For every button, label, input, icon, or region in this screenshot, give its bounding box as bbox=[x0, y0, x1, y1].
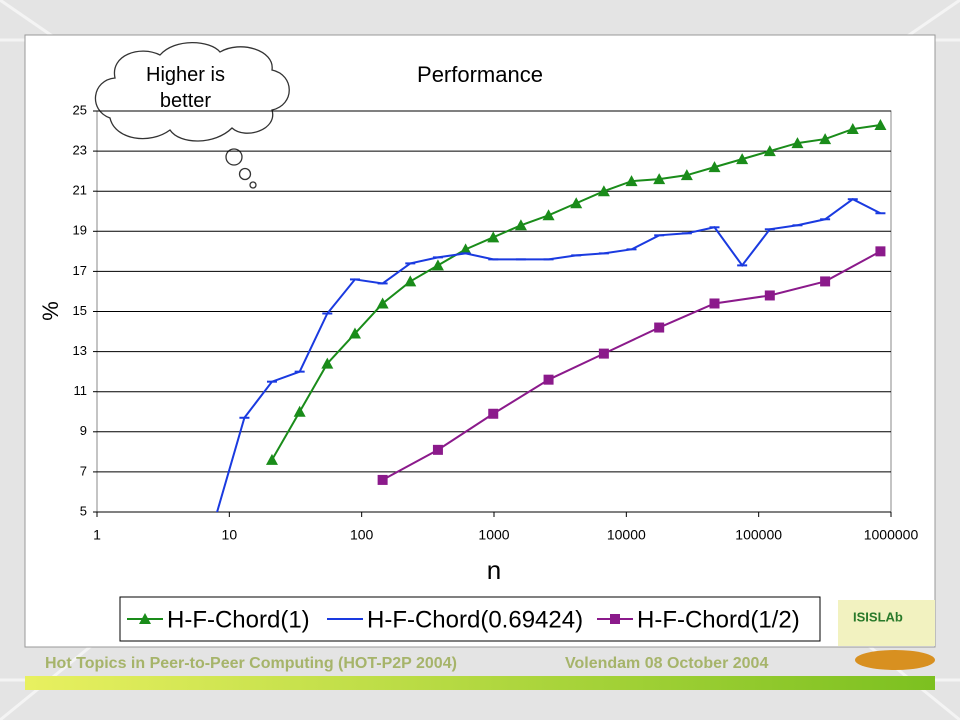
y-tick-label: 9 bbox=[80, 423, 87, 438]
y-axis-label: % bbox=[38, 301, 63, 321]
marker bbox=[431, 259, 444, 271]
chart-title: Performance bbox=[417, 62, 543, 87]
y-tick-label: 15 bbox=[73, 303, 87, 318]
marker bbox=[874, 119, 887, 131]
y-tick-label: 21 bbox=[73, 183, 87, 198]
marker bbox=[846, 123, 859, 135]
marker bbox=[653, 173, 666, 185]
marker bbox=[709, 298, 720, 309]
marker bbox=[708, 161, 721, 173]
marker bbox=[736, 153, 749, 165]
legend-label: H-F-Chord(1) bbox=[167, 606, 310, 633]
marker bbox=[348, 327, 361, 339]
marker bbox=[293, 405, 306, 417]
marker bbox=[459, 243, 472, 255]
marker bbox=[570, 197, 583, 209]
marker bbox=[625, 175, 638, 187]
x-tick-label: 10000 bbox=[607, 527, 646, 543]
legend-marker bbox=[610, 614, 620, 624]
marker bbox=[654, 322, 665, 333]
x-tick-label: 1000000 bbox=[864, 527, 919, 543]
y-tick-label: 11 bbox=[74, 383, 88, 398]
x-tick-label: 100000 bbox=[735, 527, 782, 543]
footer-right: Volendam 08 October 2004 bbox=[565, 655, 768, 672]
marker bbox=[487, 231, 500, 243]
x-tick-label: 10 bbox=[222, 527, 238, 543]
logo-decoration bbox=[838, 600, 935, 670]
marker bbox=[321, 357, 334, 369]
y-tick-label: 19 bbox=[73, 223, 87, 238]
plot-series bbox=[216, 119, 887, 512]
marker bbox=[598, 348, 609, 359]
marker bbox=[543, 374, 554, 385]
y-tick-label: 5 bbox=[80, 503, 87, 518]
footer-bar bbox=[25, 676, 935, 690]
marker bbox=[488, 408, 499, 419]
footer-left: Hot Topics in Peer-to-Peer Computing (HO… bbox=[45, 655, 457, 672]
marker bbox=[764, 290, 775, 301]
marker bbox=[875, 246, 886, 257]
y-tick-label: 25 bbox=[73, 102, 87, 117]
legend-label: H-F-Chord(0.69424) bbox=[367, 606, 583, 633]
y-tick-label: 7 bbox=[80, 463, 87, 478]
marker bbox=[820, 276, 831, 287]
series-line bbox=[382, 250, 881, 481]
logo: ISISLAb bbox=[853, 609, 903, 624]
legend-label: H-F-Chord(1/2) bbox=[637, 606, 800, 633]
legend-marker bbox=[139, 613, 151, 624]
marker bbox=[377, 474, 388, 485]
marker bbox=[763, 145, 776, 157]
marker bbox=[542, 209, 555, 221]
marker bbox=[376, 297, 389, 309]
marker bbox=[514, 219, 527, 231]
marker bbox=[265, 453, 278, 465]
marker bbox=[432, 444, 443, 455]
y-tick-label: 13 bbox=[73, 343, 87, 358]
marker bbox=[597, 185, 610, 197]
marker bbox=[404, 275, 417, 287]
marker bbox=[819, 133, 832, 145]
legend bbox=[119, 596, 821, 642]
x-tick-label: 1 bbox=[93, 527, 101, 543]
x-tick-label: 100 bbox=[350, 527, 374, 543]
marker bbox=[791, 137, 804, 149]
x-axis-label: n bbox=[487, 555, 501, 585]
callout-cloud bbox=[94, 42, 290, 189]
y-tick-label: 23 bbox=[73, 143, 87, 158]
x-tick-label: 1000 bbox=[478, 527, 509, 543]
y-tick-label: 17 bbox=[73, 263, 87, 278]
annotation: Higher is better bbox=[146, 64, 225, 112]
marker bbox=[680, 169, 693, 181]
